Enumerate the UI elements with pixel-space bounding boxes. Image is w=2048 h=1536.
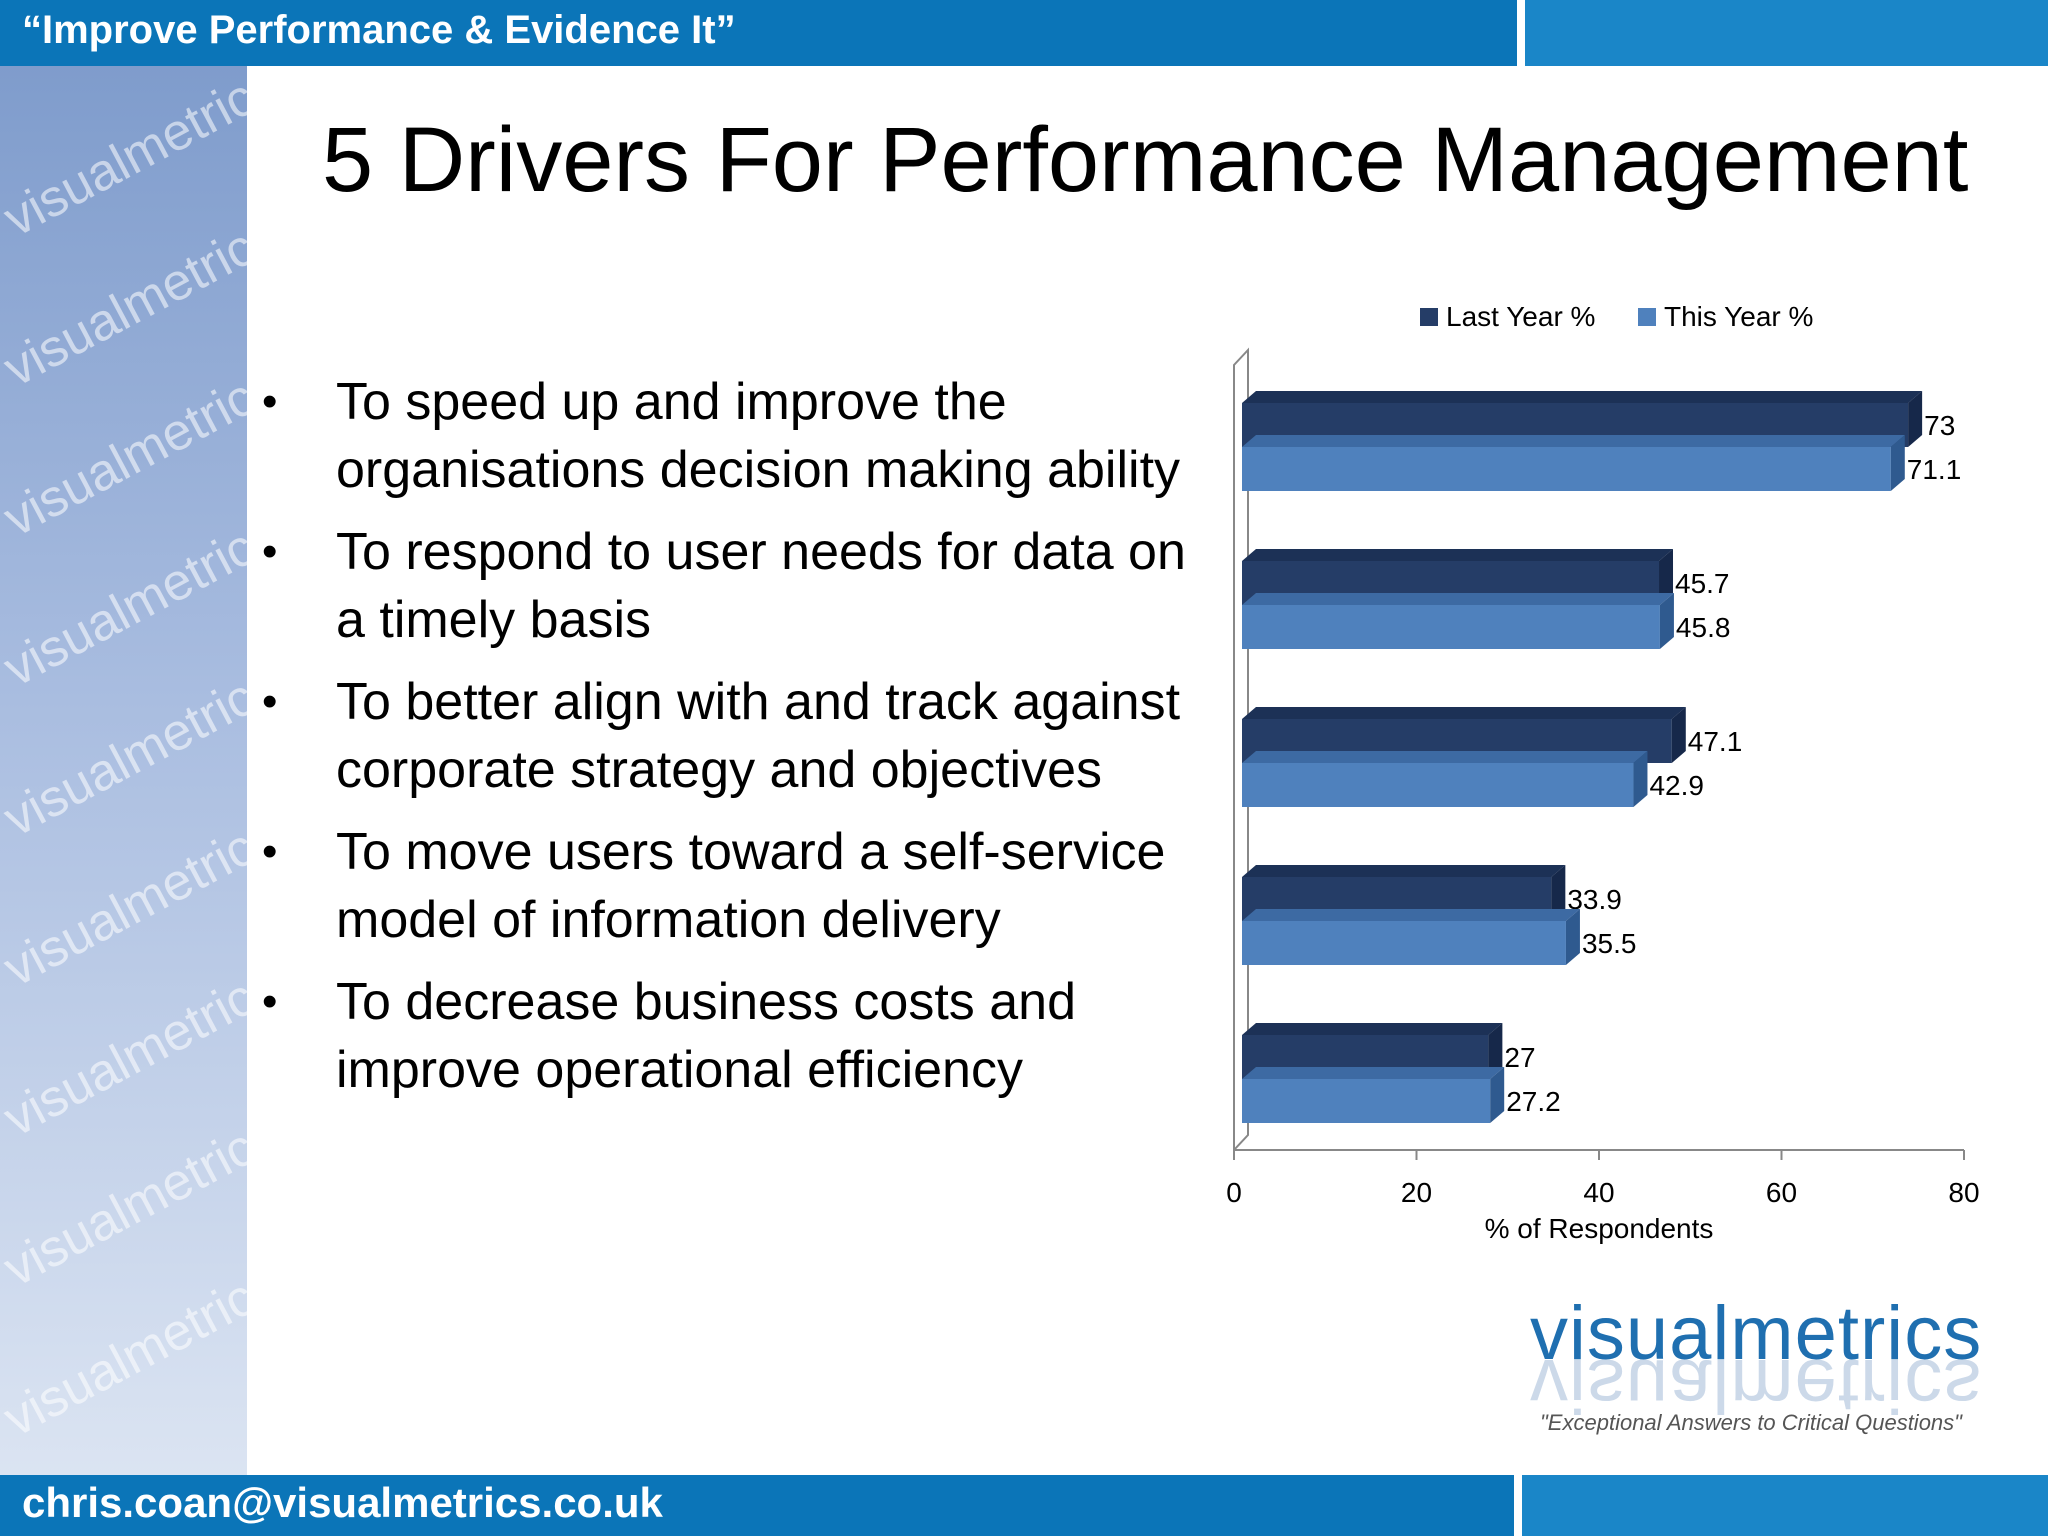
x-tick-label: 0: [1226, 1177, 1242, 1208]
bar-side-face: [1565, 909, 1580, 965]
x-tick-label: 60: [1766, 1177, 1797, 1208]
bullet-text: To better align with and track against c…: [336, 673, 1181, 799]
bullet-text: To move users toward a self-service mode…: [336, 823, 1166, 949]
bar-top-face: [1242, 593, 1674, 605]
watermark-text: visualmetrics: [0, 66, 247, 249]
header-bar: [0, 0, 1517, 66]
bar: [1242, 763, 1634, 807]
bar-side-face: [1551, 865, 1566, 921]
logo-tagline: "Exceptional Answers to Critical Questio…: [1540, 1410, 1962, 1435]
data-label: 73: [1924, 410, 1955, 441]
bullet-dot-icon: •: [262, 677, 278, 726]
data-label: 47.1: [1688, 726, 1743, 757]
bar: [1242, 921, 1566, 965]
bar-top-face: [1242, 909, 1580, 921]
bullet-item: • To decrease business costs and improve …: [252, 968, 1202, 1104]
bar-chart: 0 20 40 60 80 % of Respondents Last Year % This…: [1226, 301, 1979, 1244]
bar-top-face: [1242, 1067, 1505, 1079]
x-tick-label: 20: [1401, 1177, 1432, 1208]
bar-top-face: [1242, 391, 1923, 403]
bullet-item: • To better align with and track against …: [252, 668, 1202, 804]
bullet-dot-icon: •: [262, 827, 278, 876]
footer-email: chris.coan@visualmetrics.co.uk: [22, 1479, 663, 1526]
bar-side-face: [1490, 1067, 1505, 1123]
data-label: 27.2: [1506, 1086, 1561, 1117]
header-bar-accent: [1525, 0, 2048, 66]
header-slogan: “Improve Performance & Evidence It”: [22, 8, 736, 52]
sidebar-watermark-panel: visualmetrics visualmetrics visualmetric…: [0, 66, 247, 1475]
data-label: 42.9: [1649, 770, 1704, 801]
chart-back-wall: [1233, 347, 1249, 1151]
bullet-dot-icon: •: [262, 977, 278, 1026]
bullet-list: • To speed up and improve the organisatio…: [252, 368, 1202, 1118]
bullet-text: To speed up and improve the organisation…: [336, 373, 1181, 499]
x-tick-label: 40: [1583, 1177, 1614, 1208]
bar-side-face: [1890, 435, 1905, 491]
bullet-text: To decrease business costs and improve o…: [336, 973, 1076, 1099]
x-axis-title: % of Respondents: [1485, 1213, 1714, 1244]
footer-bar: [0, 1475, 1514, 1536]
bullet-text: To respond to user needs for data on a t…: [336, 523, 1186, 649]
bar-top-face: [1242, 1023, 1503, 1035]
data-label: 45.8: [1676, 612, 1731, 643]
bar-side-face: [1488, 1023, 1503, 1079]
bar-top-face: [1242, 751, 1648, 763]
data-label: 71.1: [1907, 454, 1962, 485]
bar-side-face: [1659, 593, 1674, 649]
bar-top-face: [1242, 435, 1905, 447]
bar-side-face: [1633, 751, 1648, 807]
bar-side-face: [1659, 549, 1674, 605]
data-label: 45.7: [1675, 568, 1730, 599]
x-tick-label: 80: [1948, 1177, 1979, 1208]
slide-title: 5 Drivers For Performance Management: [322, 109, 1969, 211]
bullet-dot-icon: •: [262, 527, 278, 576]
legend-label: Last Year %: [1446, 301, 1595, 332]
legend-swatch: [1638, 308, 1656, 326]
bar: [1242, 605, 1660, 649]
bar: [1242, 1079, 1491, 1123]
company-logo: visualmetrics visualmetrics "Exceptional…: [1510, 1290, 1990, 1450]
bar-top-face: [1242, 549, 1674, 561]
bar-top-face: [1242, 707, 1686, 719]
legend-label: This Year %: [1664, 301, 1813, 332]
bullet-item: • To respond to user needs for data on a …: [252, 518, 1202, 654]
bar-side-face: [1908, 391, 1923, 447]
bullet-item: • To speed up and improve the organisatio…: [252, 368, 1202, 504]
bar-side-face: [1671, 707, 1686, 763]
footer-bar-accent: [1522, 1475, 2048, 1536]
bullet-dot-icon: •: [262, 377, 278, 426]
bar-top-face: [1242, 865, 1566, 877]
bar: [1242, 447, 1891, 491]
data-label: 27: [1504, 1042, 1535, 1073]
bullet-item: • To move users toward a self-service mod…: [252, 818, 1202, 954]
logo-wordmark: visualmetrics: [1530, 1291, 1983, 1376]
legend-swatch: [1420, 308, 1438, 326]
data-label: 35.5: [1582, 928, 1637, 959]
